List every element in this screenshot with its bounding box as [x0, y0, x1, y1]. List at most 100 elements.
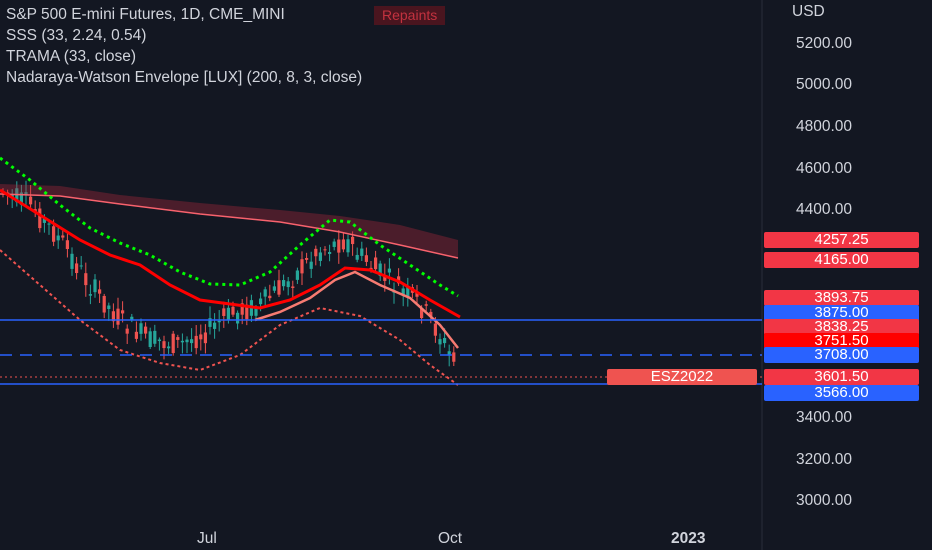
x-tick-jul: Jul — [197, 530, 217, 547]
candle-body — [153, 330, 157, 344]
candle-body — [98, 289, 102, 294]
candle-body — [424, 304, 428, 306]
candle-body — [222, 308, 226, 316]
repaints-badge: Repaints — [374, 6, 446, 25]
candle-body — [318, 252, 322, 261]
candle-body — [420, 308, 424, 319]
candle-body — [364, 255, 368, 262]
envelope-lower-dotted-line — [0, 249, 459, 386]
y-tick: 5000.00 — [796, 76, 853, 93]
candle-body — [415, 291, 419, 297]
candle-body — [332, 241, 336, 247]
candle-body — [162, 341, 166, 349]
candle-body — [139, 323, 143, 334]
candle-body — [75, 263, 79, 274]
candle-body — [93, 279, 97, 293]
candle-body — [217, 320, 221, 323]
candle-body — [65, 240, 69, 249]
candle-body — [148, 331, 152, 348]
candle-body — [305, 258, 309, 260]
candle-body — [167, 346, 171, 349]
candle-body — [337, 239, 341, 253]
candle-body — [130, 316, 134, 320]
y-tick: 4800.00 — [796, 118, 853, 135]
candle-body — [102, 295, 106, 313]
candle-body — [309, 261, 313, 269]
price-tag-3751: 3751.50 — [764, 333, 919, 349]
symbol-title[interactable]: S&P 500 E-mini Futures, 1D, CME_MINI — [6, 6, 285, 23]
candle-body — [272, 286, 276, 291]
candle-body — [401, 288, 405, 295]
trama-secondary-line — [254, 270, 459, 349]
candle-body — [134, 331, 138, 339]
indicator-trama[interactable]: TRAMA (33, close) — [6, 48, 137, 65]
candle-body — [240, 303, 244, 315]
currency-label: USD — [792, 3, 825, 20]
candle-body — [84, 273, 88, 286]
candle-body — [254, 307, 258, 316]
y-tick: 3200.00 — [796, 451, 853, 468]
candle-body — [24, 192, 28, 196]
candle-body — [429, 311, 433, 318]
candle-body — [52, 226, 56, 242]
candle-body — [369, 267, 373, 270]
indicator-nw-envelope[interactable]: Nadaraya-Watson Envelope [LUX] (200, 8, … — [6, 69, 363, 86]
candle-body — [157, 339, 161, 342]
price-tag-4165: 4165.00 — [764, 252, 919, 268]
symbol-tag: ESZ2022 — [607, 369, 757, 385]
candle-body — [213, 322, 217, 329]
candle-body — [185, 339, 189, 343]
candle-body — [291, 286, 295, 288]
price-tag-3601: 3601.50 — [764, 369, 919, 385]
x-tick-oct: Oct — [438, 530, 463, 547]
y-tick: 4400.00 — [796, 201, 853, 218]
chart-legend: S&P 500 E-mini Futures, 1D, CME_MINI SSS… — [6, 4, 362, 88]
candle-body — [259, 298, 263, 305]
candle-body — [61, 235, 65, 238]
candle-body — [125, 328, 129, 334]
candle-body — [387, 268, 391, 273]
candle-body — [300, 259, 304, 274]
y-tick: 4600.00 — [796, 160, 853, 177]
candle-body — [19, 192, 23, 205]
candle-body — [406, 286, 410, 298]
candle-body — [203, 332, 207, 344]
candle-body — [79, 265, 83, 267]
candle-body — [323, 249, 327, 251]
y-tick: 3000.00 — [796, 492, 853, 509]
candle-body — [314, 248, 318, 257]
candle-body — [70, 253, 74, 269]
candle-body — [190, 339, 194, 344]
candle-body — [226, 307, 230, 320]
candle-body — [29, 196, 33, 205]
candle-body — [443, 337, 447, 344]
candle-body — [176, 337, 180, 340]
candle-body — [374, 257, 378, 270]
candle-body — [56, 235, 60, 241]
candle-body — [268, 295, 272, 299]
candle-body — [111, 311, 115, 322]
indicator-sss[interactable]: SSS (33, 2.24, 0.54) — [6, 27, 147, 44]
candle-body — [346, 239, 350, 253]
price-tag-3838: 3838.25 — [764, 319, 919, 335]
price-tag-3893: 3893.75 — [764, 290, 919, 306]
y-tick: 5200.00 — [796, 35, 853, 52]
candle-body — [171, 333, 175, 354]
candle-body — [38, 208, 42, 229]
candle-body — [282, 280, 286, 287]
candle-body — [452, 352, 456, 362]
price-tag-4257: 4257.25 — [764, 232, 919, 248]
candle-body — [121, 310, 125, 314]
candle-body — [88, 294, 92, 296]
candle-body — [295, 270, 299, 280]
candle-body — [236, 312, 240, 324]
trama-line — [0, 188, 461, 319]
candle-body — [286, 281, 290, 288]
candle-body — [433, 323, 437, 336]
candle-body — [360, 248, 364, 256]
candle-body — [180, 340, 184, 343]
y-tick: 3400.00 — [796, 409, 853, 426]
candle-body — [383, 275, 387, 281]
